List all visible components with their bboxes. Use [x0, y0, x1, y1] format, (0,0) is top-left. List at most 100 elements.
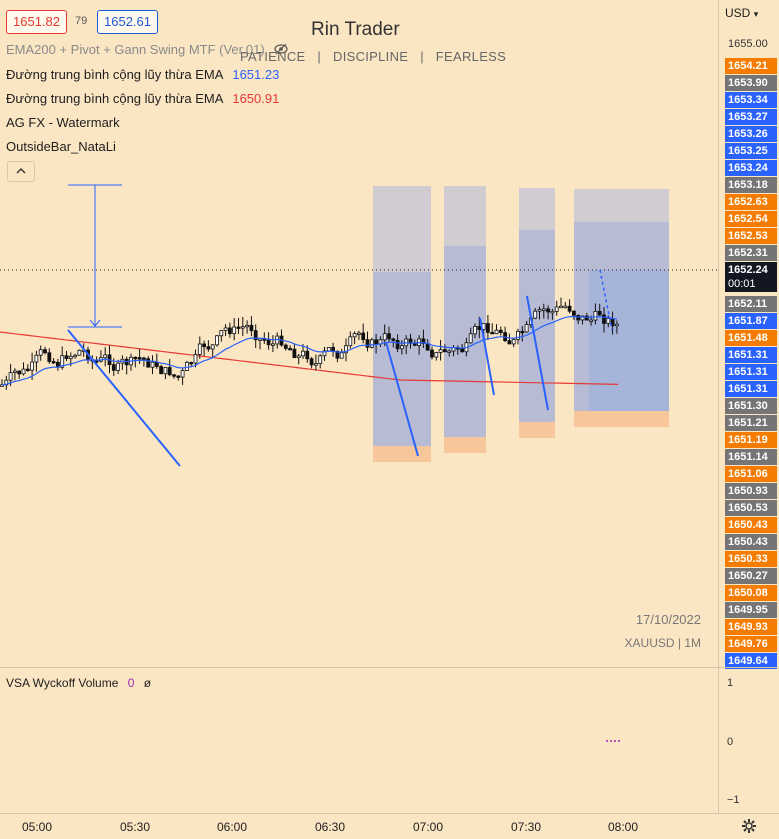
- chart-date: 17/10/2022: [635, 612, 701, 627]
- candle-body: [369, 339, 374, 348]
- price-axis[interactable]: [718, 0, 779, 667]
- candle-body: [197, 343, 202, 355]
- currency-selector[interactable]: USD ▾: [725, 6, 758, 20]
- time-label: 05:00: [21, 820, 53, 834]
- candle-body: [580, 315, 585, 321]
- volume-indicator-legend[interactable]: VSA Wyckoff Volume 0 ø: [6, 676, 151, 690]
- eye-hidden-icon[interactable]: [274, 43, 288, 55]
- candle-body: [356, 332, 361, 335]
- candle-body: [146, 358, 151, 368]
- candle-body: [103, 354, 108, 359]
- candle-body: [490, 331, 495, 335]
- price-label: 1653.18: [725, 177, 777, 193]
- candle-body: [485, 323, 490, 333]
- price-label: 1650.93: [725, 483, 777, 499]
- time-axis[interactable]: 05:00 05:30 06:00 06:30 07:00 07:30 08:0…: [0, 813, 779, 839]
- candle-body: [374, 339, 379, 345]
- currency-label: USD: [725, 6, 751, 20]
- candle-body: [133, 356, 138, 360]
- chevron-up-icon: [16, 168, 26, 174]
- watermark-word: PATIENCE: [240, 49, 306, 64]
- bid-price-box[interactable]: 1651.82: [6, 10, 67, 34]
- gear-icon[interactable]: [741, 818, 757, 839]
- indicator-name: EMA200 + Pivot + Gann Swing MTF (Ver.01): [6, 42, 265, 57]
- price-label: 1649.64: [725, 653, 777, 669]
- candle-body: [0, 384, 4, 387]
- candle-body: [361, 332, 366, 341]
- volume-tick: −1: [727, 794, 740, 806]
- indicator-ema200-pivot[interactable]: EMA200 + Pivot + Gann Swing MTF (Ver.01): [6, 42, 288, 57]
- price-tick: 1655.00: [728, 38, 768, 50]
- time-label: 06:00: [216, 820, 248, 834]
- candle-body: [537, 309, 542, 312]
- watermark-word: DISCIPLINE: [333, 49, 409, 64]
- indicator-name: OutsideBar_NataLi: [6, 139, 116, 154]
- spread-value: 79: [75, 15, 88, 27]
- candle-body: [258, 338, 262, 341]
- candle-body: [60, 355, 65, 368]
- swing-line: [526, 295, 549, 411]
- ask-price-box[interactable]: 1652.61: [97, 10, 158, 34]
- candle-body: [283, 344, 288, 349]
- candle-body: [111, 364, 116, 371]
- session-low-box: [574, 411, 669, 427]
- swing-line: [479, 317, 495, 396]
- price-label: 1651.48: [725, 330, 777, 346]
- candle-body: [511, 338, 516, 345]
- swing-line: [599, 269, 613, 331]
- candle-body: [116, 362, 120, 371]
- price-label: 1651.87: [725, 313, 777, 329]
- candle-body: [288, 348, 293, 351]
- candle-body: [447, 350, 452, 353]
- time-label: 07:00: [412, 820, 444, 834]
- session-low-box: [373, 446, 431, 462]
- chevron-down-icon: ▾: [753, 9, 759, 19]
- candle-body: [47, 352, 52, 362]
- indicator-ema-blue[interactable]: Đường trung bình cộng lũy thừa EMA 1651.…: [6, 67, 279, 82]
- candle-body: [159, 366, 164, 375]
- candle-body: [206, 346, 211, 350]
- candle-body: [344, 345, 348, 354]
- price-chart[interactable]: [0, 0, 717, 667]
- candle-body: [473, 326, 477, 335]
- volume-axis-border: [718, 668, 719, 813]
- candle-body: [296, 355, 301, 359]
- indicator-name: AG FX - Watermark: [6, 115, 120, 130]
- candle-body: [38, 349, 43, 356]
- candle-body: [339, 352, 344, 359]
- candle-body: [430, 349, 434, 358]
- indicator-outsidebar[interactable]: OutsideBar_NataLi: [6, 139, 116, 154]
- candle-body: [215, 335, 219, 346]
- candle-body: [253, 330, 258, 341]
- price-label: 1650.08: [725, 585, 777, 601]
- candle-body: [541, 308, 546, 311]
- candle-body: [615, 323, 619, 327]
- candle-body: [266, 339, 271, 346]
- candle-body: [309, 358, 314, 366]
- session-range-box: [519, 230, 555, 422]
- price-label: 1651.31: [725, 347, 777, 363]
- indicator-value: 1650.91: [232, 91, 280, 106]
- pane-separator[interactable]: [0, 667, 779, 668]
- candle-body: [202, 343, 207, 348]
- volume-pane[interactable]: [0, 668, 717, 813]
- collapse-indicators-button[interactable]: [7, 161, 35, 182]
- candle-body: [150, 361, 155, 368]
- candle-body: [77, 349, 82, 356]
- candle-body: [21, 368, 26, 375]
- price-label: 1651.19: [725, 432, 777, 448]
- candle-body: [292, 348, 297, 359]
- candlestick-chart[interactable]: [0, 0, 717, 667]
- price-label: 1649.76: [725, 636, 777, 652]
- price-label: 1649.93: [725, 619, 777, 635]
- candle-body: [167, 367, 172, 376]
- indicator-ag-fx-watermark[interactable]: AG FX - Watermark: [6, 115, 120, 130]
- time-label: 07:30: [510, 820, 542, 834]
- candle-body: [240, 326, 245, 329]
- indicator-ema-red[interactable]: Đường trung bình cộng lũy thừa EMA 1650.…: [6, 91, 279, 106]
- price-label: 1653.25: [725, 143, 777, 159]
- candle-body: [602, 314, 606, 324]
- price-label: 1650.33: [725, 551, 777, 567]
- swing-line: [385, 341, 419, 457]
- price-label: 1652.53: [725, 228, 777, 244]
